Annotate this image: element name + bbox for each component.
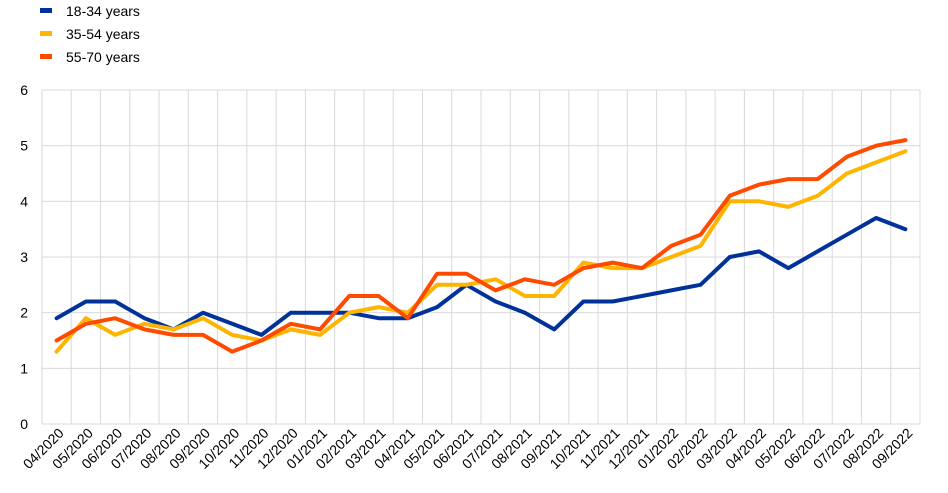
legend-swatch — [40, 8, 52, 13]
y-axis-ticks: 0 1 2 3 4 5 6 — [20, 82, 28, 432]
legend: 18-34 years 35-54 years 55-70 years — [40, 3, 140, 65]
grid — [41, 89, 921, 425]
y-tick-label: 5 — [20, 138, 28, 154]
y-tick-label: 6 — [20, 82, 28, 98]
series-line — [54, 138, 908, 354]
y-tick-label: 1 — [20, 360, 28, 376]
y-tick-label: 2 — [20, 305, 28, 321]
x-axis-ticks: 04/202005/202006/202007/202008/202009/20… — [20, 425, 916, 472]
series-line — [54, 216, 908, 337]
y-tick-label: 4 — [20, 193, 28, 209]
legend-label: 35-54 years — [66, 26, 140, 42]
legend-label: 55-70 years — [66, 49, 140, 65]
legend-label: 18-34 years — [66, 3, 140, 19]
y-tick-label: 0 — [20, 416, 28, 432]
y-tick-label: 3 — [20, 249, 28, 265]
legend-swatch — [40, 54, 52, 59]
legend-swatch — [40, 31, 52, 36]
series-lines — [54, 138, 908, 354]
